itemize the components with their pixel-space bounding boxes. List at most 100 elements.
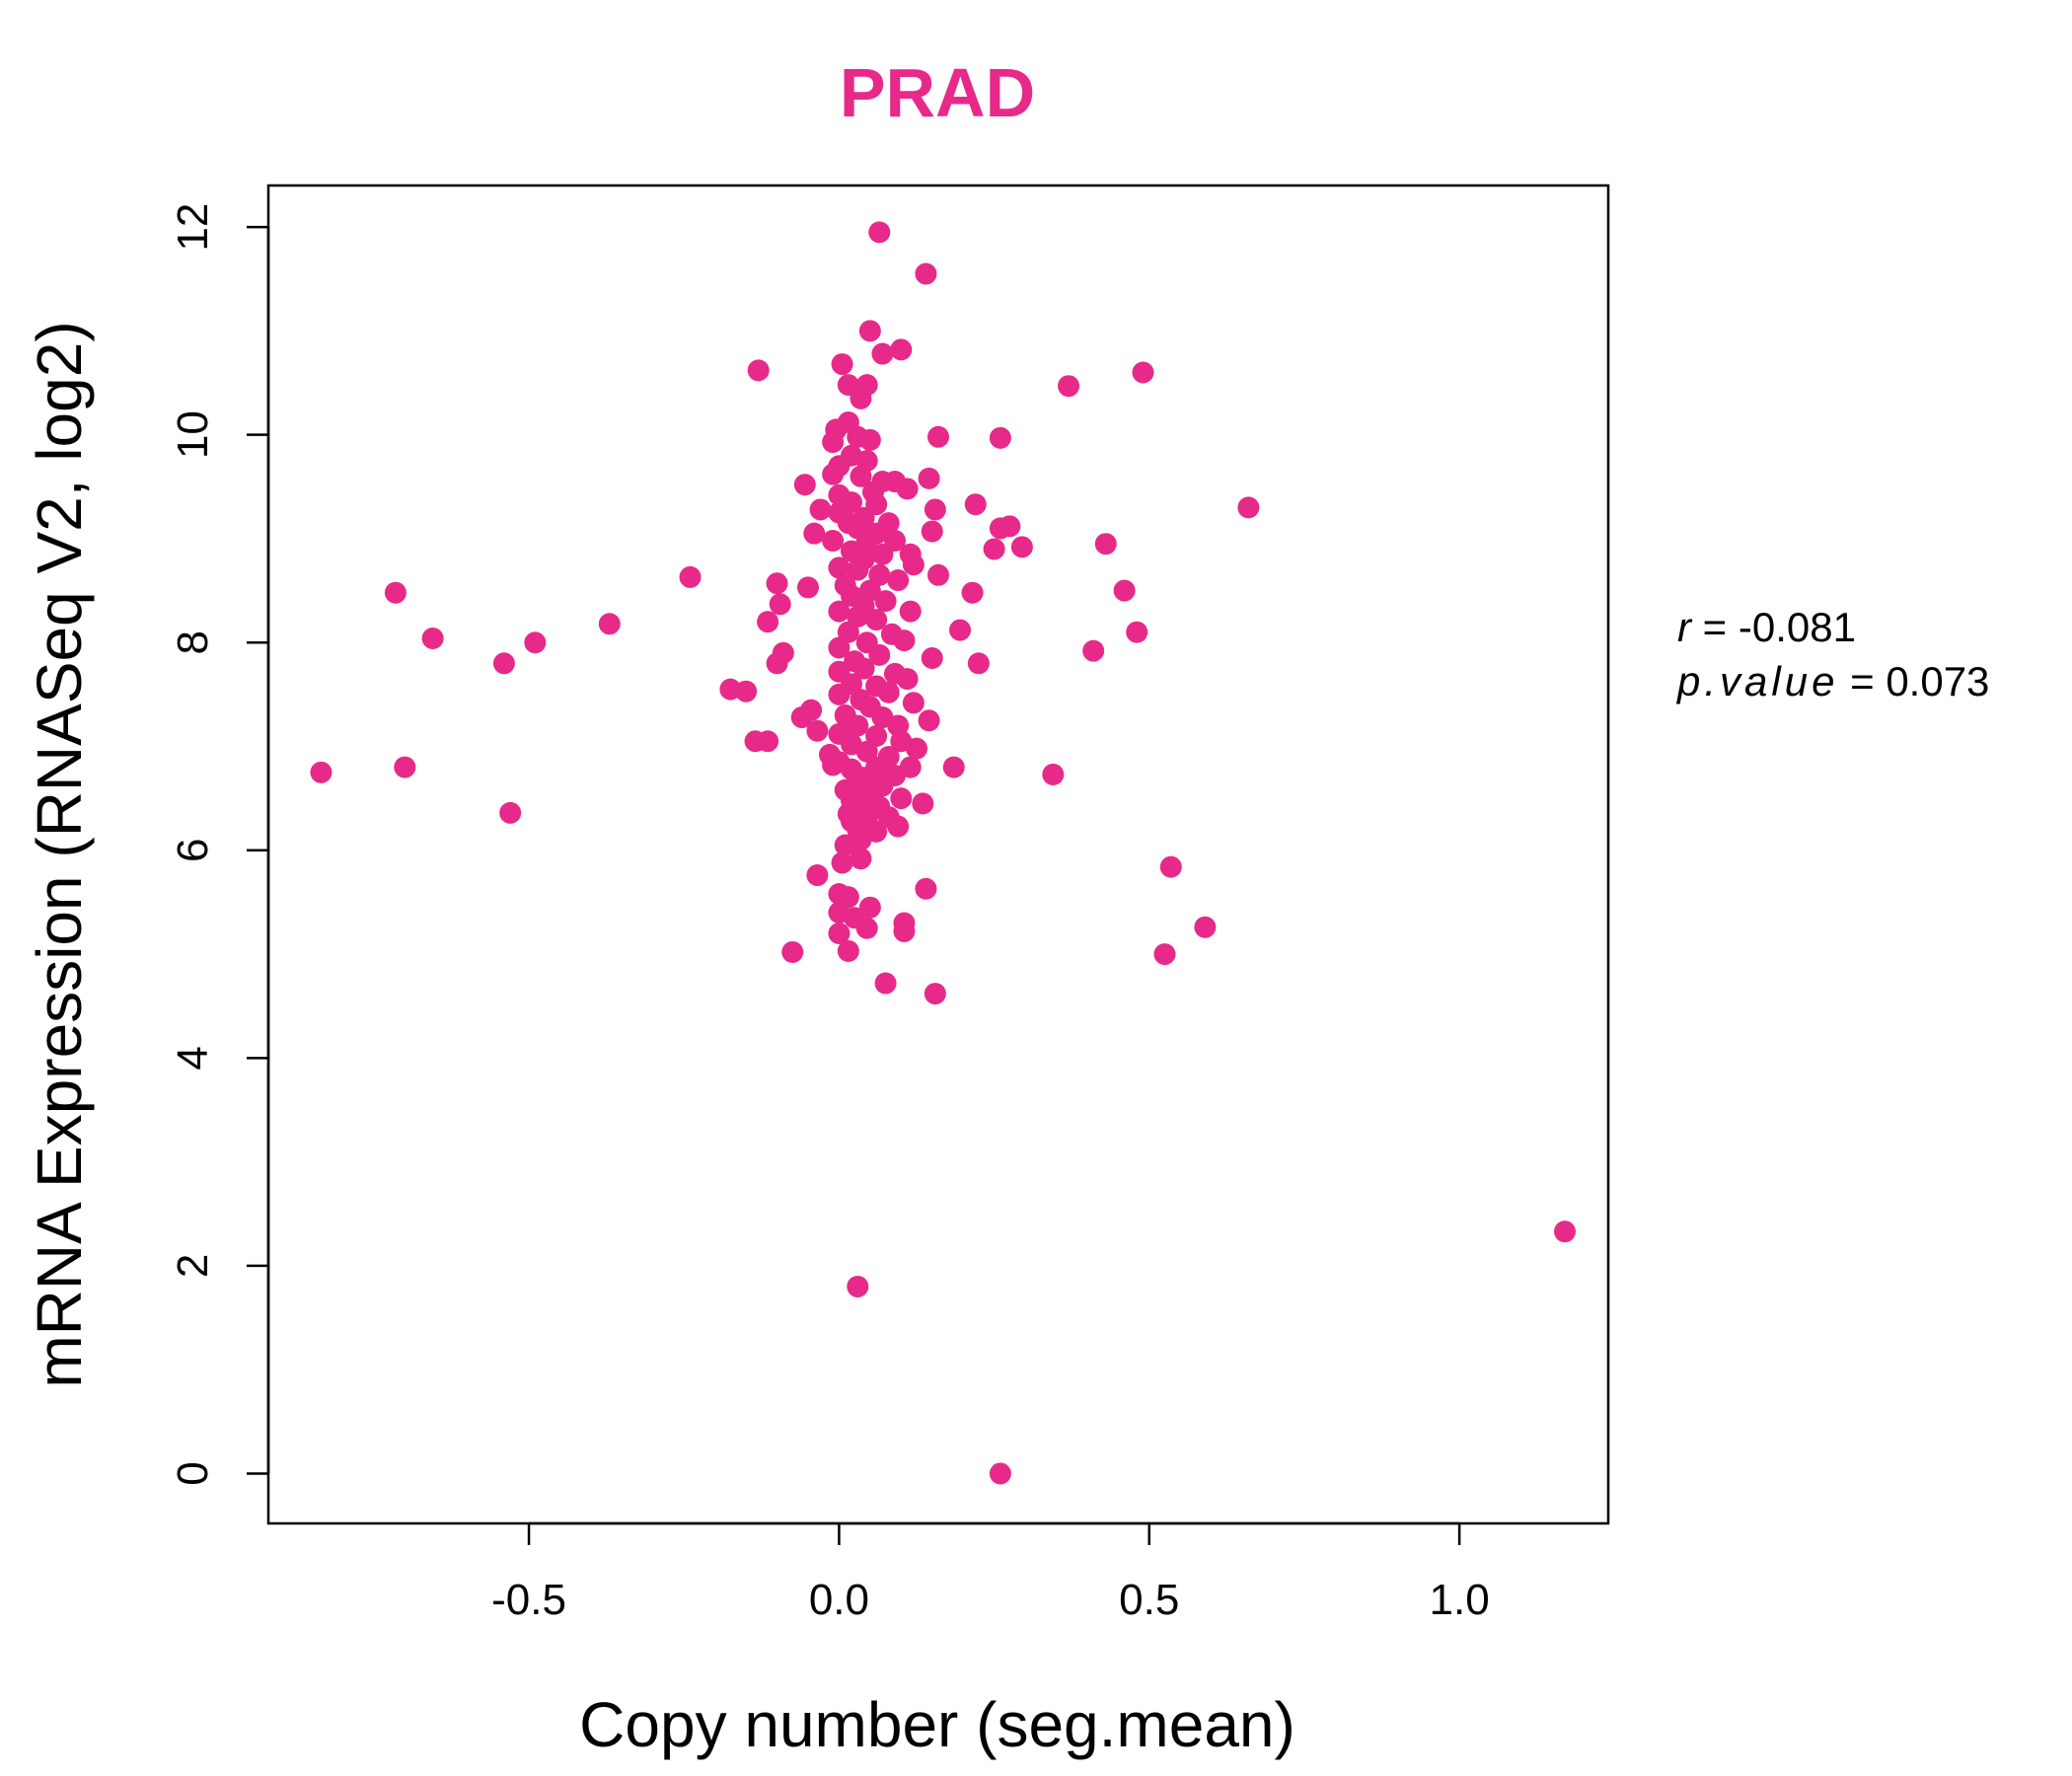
data-point	[924, 983, 946, 1005]
data-point	[918, 467, 940, 489]
data-point	[828, 600, 851, 623]
data-point	[915, 877, 937, 900]
data-point	[831, 851, 853, 874]
data-point	[834, 834, 856, 856]
data-point	[757, 730, 779, 753]
data-point	[1058, 375, 1080, 398]
data-points	[310, 221, 1576, 1485]
data-point	[855, 917, 878, 939]
data-point	[865, 724, 888, 747]
data-point	[822, 431, 845, 454]
y-tick-label: 12	[169, 203, 217, 252]
data-point	[421, 628, 444, 650]
data-point	[927, 563, 949, 586]
data-point	[822, 754, 845, 777]
data-point	[1132, 361, 1154, 384]
data-point	[924, 498, 946, 521]
data-point	[918, 709, 940, 732]
x-axis: -0.5 0.0 0.5 1.0	[491, 1521, 1490, 1624]
r-value: -0.081	[1739, 604, 1856, 650]
data-point	[902, 692, 925, 714]
data-point	[893, 629, 916, 652]
data-point	[837, 939, 859, 962]
data-point	[858, 896, 881, 919]
data-point	[874, 972, 897, 995]
y-tick-label: 4	[169, 1046, 217, 1070]
r-stat-line: r = -0.081	[1677, 604, 1856, 650]
y-axis: 0 2 4 6 8 10 12	[169, 203, 270, 1486]
data-point	[921, 647, 943, 670]
data-point	[1194, 916, 1217, 938]
data-point	[868, 643, 891, 666]
data-point	[796, 576, 819, 599]
data-point	[394, 756, 416, 778]
data-point	[806, 864, 829, 887]
data-point	[828, 923, 851, 945]
data-point	[874, 590, 897, 613]
data-point	[757, 611, 779, 633]
x-axis-title: Copy number (seg.mean)	[579, 1689, 1295, 1760]
data-point	[999, 515, 1021, 538]
data-point	[847, 558, 869, 581]
data-point	[927, 425, 949, 448]
data-point	[1010, 536, 1033, 558]
data-point	[1237, 496, 1260, 519]
data-point	[847, 1275, 869, 1297]
data-point	[766, 572, 788, 595]
data-point	[781, 940, 804, 963]
data-point	[1126, 621, 1148, 643]
data-point	[890, 787, 913, 810]
x-tick-label: -0.5	[491, 1576, 566, 1624]
data-point	[961, 581, 984, 604]
data-point	[828, 683, 851, 705]
data-point	[847, 714, 869, 737]
data-point	[890, 338, 913, 361]
data-point	[806, 719, 829, 742]
data-point	[871, 342, 894, 365]
p-value: 0.073	[1886, 658, 1989, 704]
y-axis-title: mRNA Expression (RNASeq V2, log2)	[24, 321, 95, 1387]
data-point	[989, 1462, 1011, 1485]
plot-area-frame	[266, 184, 1610, 1525]
data-point	[524, 631, 547, 654]
data-point	[809, 498, 832, 521]
data-point	[828, 556, 851, 579]
data-point	[855, 740, 878, 763]
correlation-stats: r = -0.081 p.value = 0.073	[1675, 604, 1989, 704]
data-point	[822, 463, 845, 485]
data-point	[896, 668, 919, 691]
data-point	[1153, 943, 1176, 966]
data-point	[766, 652, 788, 675]
data-point	[887, 569, 910, 592]
p-equals: =	[1838, 658, 1886, 704]
data-point	[983, 538, 1005, 560]
data-point	[793, 474, 816, 496]
data-point	[735, 680, 758, 703]
data-point	[310, 761, 333, 783]
data-point	[902, 554, 925, 576]
p-label: p.value	[1675, 658, 1838, 704]
p-stat-line: p.value = 0.073	[1675, 658, 1989, 704]
data-point	[499, 801, 522, 824]
data-point	[1094, 533, 1117, 555]
data-point	[887, 815, 910, 838]
data-point	[858, 320, 881, 342]
data-point	[921, 520, 943, 543]
data-point	[803, 522, 826, 545]
data-point	[877, 681, 900, 703]
data-point	[831, 353, 853, 376]
data-point	[893, 920, 916, 942]
data-point	[899, 600, 922, 623]
data-point	[837, 886, 859, 909]
data-point	[598, 613, 621, 635]
data-point	[964, 493, 987, 516]
data-point	[868, 563, 891, 586]
data-point	[822, 530, 845, 553]
data-point	[1082, 639, 1105, 662]
data-point	[1159, 855, 1182, 878]
x-tick-label: 0.0	[809, 1576, 869, 1624]
data-point	[949, 619, 972, 641]
data-point	[850, 387, 872, 409]
y-tick-label: 2	[169, 1254, 217, 1278]
